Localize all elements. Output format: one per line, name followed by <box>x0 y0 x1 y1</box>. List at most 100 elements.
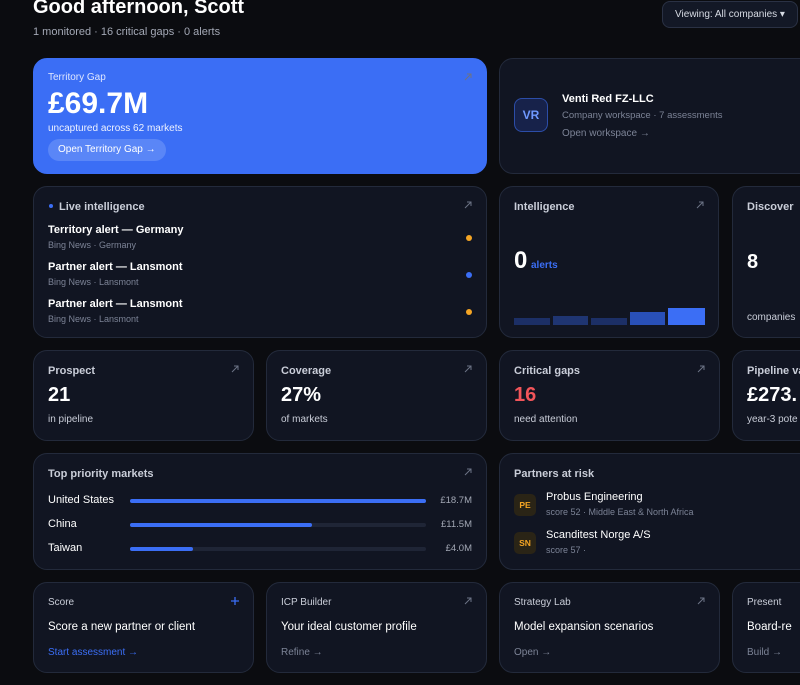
activity-bar <box>591 318 627 325</box>
stat-value: £273. <box>747 384 798 406</box>
alert-dot <box>466 309 472 315</box>
action-link[interactable]: Start assessment → <box>48 647 139 658</box>
bar-track <box>130 547 426 551</box>
open-icon[interactable] <box>697 597 705 605</box>
action-text: Your ideal customer profile <box>281 621 417 633</box>
activity-bar <box>514 318 550 325</box>
card-title: Intelligence <box>514 201 575 213</box>
market-name: China <box>48 518 77 530</box>
workspace-name: Venti Red FZ-LLC <box>562 93 654 105</box>
card-title: Prospect <box>48 365 96 377</box>
alert-dot <box>466 235 472 241</box>
open-icon[interactable] <box>464 73 472 81</box>
live-dot <box>49 204 53 208</box>
alert-title[interactable]: Partner alert — Lansmont <box>48 298 183 310</box>
market-bar <box>130 547 194 551</box>
viewing-selector[interactable]: Viewing: All companies ▾ <box>662 1 798 28</box>
open-icon[interactable] <box>464 201 472 209</box>
stat-card[interactable]: Pipeline val £273. year-3 pote <box>732 350 800 441</box>
stat-card[interactable]: Prospect 21 in pipeline <box>33 350 254 441</box>
action-card[interactable]: Score Score a new partner or client Start … <box>33 582 254 673</box>
market-value: £11.5M <box>441 519 472 530</box>
open-icon[interactable] <box>231 365 239 373</box>
card-title: ICP Builder <box>281 597 332 608</box>
action-card[interactable]: Strategy Lab Model expansion scenarios Ope… <box>499 582 720 673</box>
market-value: £18.7M <box>440 495 472 506</box>
open-icon[interactable] <box>464 468 472 476</box>
card-title: Score <box>48 597 75 608</box>
summary: 1 monitored · 16 critical gaps · 0 alert… <box>33 26 221 38</box>
partner-avatar: PE <box>514 494 536 516</box>
workspace-avatar: VR <box>514 98 548 132</box>
card-title: Strategy Lab <box>514 597 571 608</box>
action-card[interactable]: ICP Builder Your ideal customer profile Re… <box>266 582 487 673</box>
action-text: Model expansion scenarios <box>514 621 654 633</box>
card-title: Coverage <box>281 365 332 377</box>
action-link[interactable]: Build → <box>747 647 783 658</box>
intelligence-card[interactable]: Intelligence 0 alerts <box>499 186 719 338</box>
card-label: Territory Gap <box>48 72 106 83</box>
discover-caption: companies <box>747 312 796 323</box>
action-link[interactable]: Refine → <box>281 647 323 658</box>
territory-gap-card[interactable]: Territory Gap £69.7M uncaptured across 6… <box>33 58 487 174</box>
discover-card[interactable]: Discover 8 companies <box>732 186 800 338</box>
alert-dot <box>466 272 472 278</box>
stat-caption: of markets <box>281 414 328 425</box>
market-name: United States <box>48 494 115 506</box>
market-value: £4.0M <box>445 543 472 554</box>
activity-bar <box>553 316 588 325</box>
stat-value: 27% <box>281 384 322 406</box>
alert-title[interactable]: Territory alert — Germany <box>48 224 184 236</box>
open-icon[interactable] <box>464 365 472 373</box>
stat-card[interactable]: Critical gaps 16 need attention <box>499 350 720 441</box>
stat-caption: year-3 pote <box>747 414 798 425</box>
activity-bars <box>514 308 705 325</box>
open-button[interactable]: Open Territory Gap → <box>48 139 166 161</box>
partner-avatar: SN <box>514 532 536 554</box>
gap-value: £69.7M <box>48 87 149 120</box>
action-card[interactable]: Present Board-re Build → <box>732 582 800 673</box>
card-title: Top priority markets <box>48 468 154 480</box>
card-title: Discover <box>747 201 794 213</box>
activity-bar <box>630 312 665 325</box>
alerts-count: 0 <box>514 247 528 274</box>
alerts-unit: alerts <box>531 260 558 271</box>
alert-source: Bing News · Germany <box>48 240 137 250</box>
add-icon[interactable] <box>231 597 239 605</box>
top-markets-card: Top priority markets United States £18.7M C… <box>33 453 487 570</box>
open-icon[interactable] <box>697 365 705 373</box>
live-intelligence-card: Live intelligence Territory alert — Germa… <box>33 186 487 338</box>
open-icon[interactable] <box>464 597 472 605</box>
discover-count: 8 <box>747 251 759 273</box>
card-title: Present <box>747 597 782 608</box>
bar-track <box>130 499 426 503</box>
activity-bar <box>668 308 705 325</box>
market-name: Taiwan <box>48 542 83 554</box>
partner-name[interactable]: Scanditest Norge A/S <box>546 529 651 541</box>
stat-value: 16 <box>514 384 537 406</box>
action-text: Score a new partner or client <box>48 621 196 633</box>
market-bar <box>130 499 426 503</box>
stat-value: 21 <box>48 384 71 406</box>
alert-source: Bing News · Lansmont <box>48 277 139 287</box>
stat-caption: need attention <box>514 414 578 425</box>
gap-caption: uncaptured across 62 markets <box>48 123 183 134</box>
stat-card[interactable]: Coverage 27% of markets <box>266 350 487 441</box>
card-title: Critical gaps <box>514 365 581 377</box>
partners-card: Partners at risk PE Probus Engineering scor… <box>499 453 800 570</box>
open-icon[interactable] <box>696 201 704 209</box>
bar-track <box>130 523 426 527</box>
action-text: Board-re <box>747 621 792 633</box>
market-bar <box>130 523 313 527</box>
alert-title[interactable]: Partner alert — Lansmont <box>48 261 183 273</box>
workspace-card[interactable]: VR Venti Red FZ-LLC Company workspace · … <box>499 58 800 174</box>
alert-source: Bing News · Lansmont <box>48 314 139 324</box>
partner-meta: score 57 · <box>546 545 587 555</box>
card-title: Partners at risk <box>514 468 595 480</box>
greeting: Good afternoon, Scott <box>33 0 245 18</box>
workspace-link[interactable]: Open workspace → <box>562 128 650 139</box>
card-title: Live intelligence <box>59 201 145 213</box>
partner-name[interactable]: Probus Engineering <box>546 491 643 503</box>
action-link[interactable]: Open → <box>514 647 552 658</box>
